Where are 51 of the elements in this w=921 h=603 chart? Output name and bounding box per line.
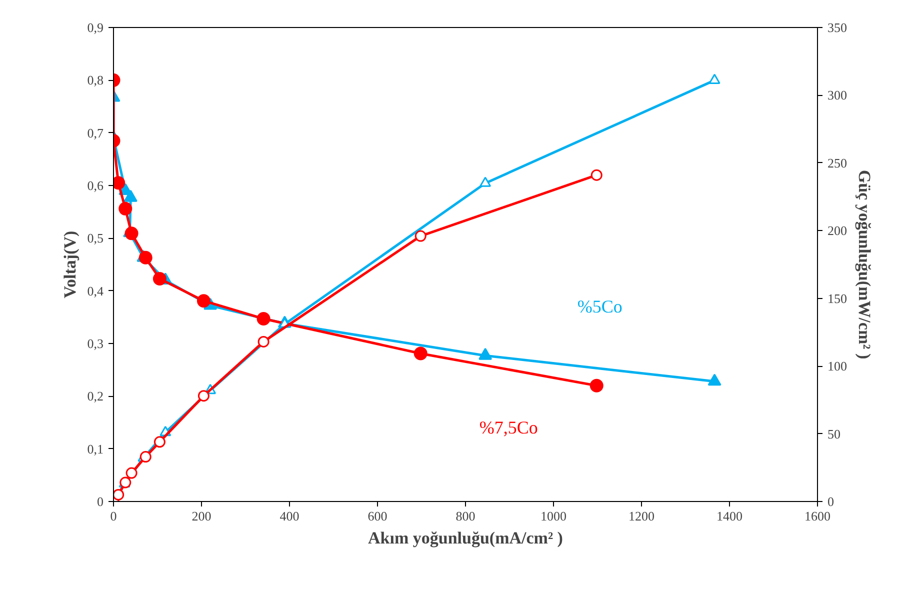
y2-tick-label: 100 — [828, 358, 847, 374]
y-tick-label: 0,7 — [87, 125, 104, 140]
point — [708, 74, 720, 84]
point — [480, 176, 492, 187]
point — [196, 294, 210, 308]
y-tick-label: 0,8 — [87, 72, 104, 88]
point — [114, 488, 124, 500]
point — [118, 202, 132, 216]
point — [126, 467, 138, 479]
x-tick-label: 800 — [456, 508, 476, 524]
point — [198, 390, 210, 402]
y2-tick-label: 300 — [828, 88, 847, 103]
point — [414, 230, 426, 242]
y-tick-label: 0,3 — [87, 336, 104, 351]
y-tick-label: 0,5 — [87, 230, 104, 246]
x-tick-label: 0 — [110, 508, 117, 524]
y2-tick-label: 50 — [828, 426, 840, 442]
point — [708, 374, 722, 386]
point — [414, 346, 428, 360]
y2-tick-label: 150 — [828, 290, 847, 306]
point — [590, 378, 604, 392]
point — [124, 226, 138, 240]
y-tick-label: 0,2 — [87, 388, 104, 404]
y-tick-label: 0,9 — [87, 20, 104, 35]
y2-axis-title: Güç yoğunluğu(mW/cm² ) — [855, 170, 874, 360]
x-tick-label: 600 — [368, 508, 388, 524]
point — [152, 272, 166, 286]
point — [138, 250, 152, 264]
x-tick-label: 400 — [280, 508, 300, 524]
x-tick-label: 1200 — [628, 508, 654, 524]
y2-tick-label: 350 — [828, 20, 847, 35]
point — [478, 348, 492, 360]
point — [590, 169, 602, 181]
y-tick-label: 0 — [97, 494, 104, 509]
point — [154, 436, 166, 448]
y-axis-title: Voltaj(V) — [60, 230, 80, 298]
x-axis-title: Akım yoğunluğu(mA/cm² ) — [368, 528, 563, 548]
x-tick-label: 1000 — [540, 508, 566, 524]
text: %7,5Co — [479, 418, 538, 438]
y-tick-label: 0,4 — [87, 283, 104, 298]
text: %5Co — [577, 296, 622, 317]
point — [258, 336, 270, 348]
x-tick-label: 1600 — [804, 508, 830, 524]
x-tick-label: 200 — [192, 508, 212, 524]
y2-tick-label: 250 — [828, 155, 847, 170]
y-tick-label: 0,6 — [87, 178, 104, 193]
y-tick-label: 0,1 — [87, 441, 104, 456]
x-tick-label: 1400 — [716, 508, 742, 524]
y2-tick-label: 200 — [828, 223, 847, 238]
point — [256, 312, 270, 326]
y2-tick-label: 0 — [828, 494, 834, 509]
